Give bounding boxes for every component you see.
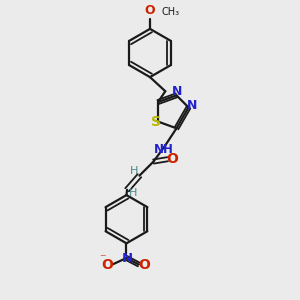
Text: H: H [129,188,138,198]
Text: N: N [172,85,182,98]
Text: CH₃: CH₃ [161,7,179,17]
Text: O: O [101,258,113,272]
Text: N: N [187,99,197,112]
Text: S: S [151,115,161,129]
Text: N: N [122,251,133,265]
Text: O: O [166,152,178,166]
Text: O: O [145,4,155,17]
Text: NH: NH [154,143,174,156]
Text: H: H [130,166,138,176]
Text: O: O [138,258,150,272]
Text: ⁻: ⁻ [100,253,106,266]
